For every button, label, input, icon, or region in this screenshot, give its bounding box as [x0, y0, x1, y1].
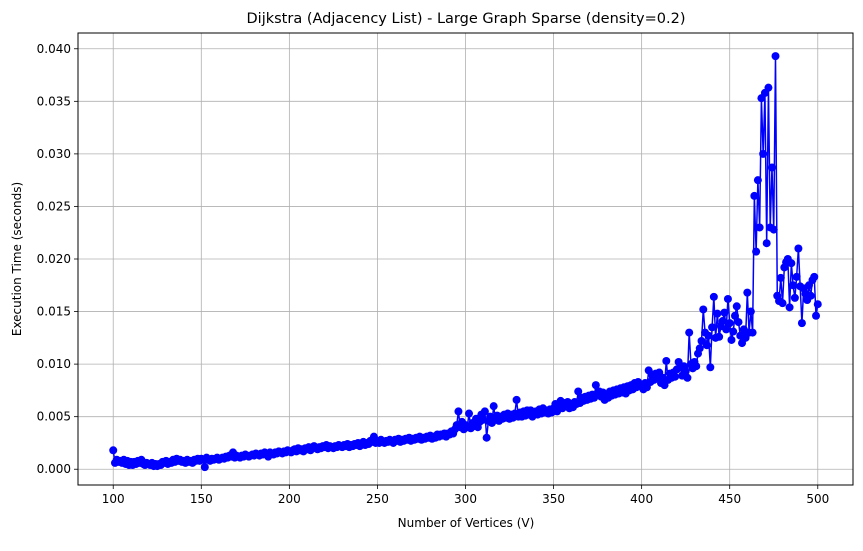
data-point	[591, 381, 600, 390]
y-tick-label: 0.025	[37, 199, 71, 213]
data-point	[769, 225, 778, 234]
data-point	[806, 291, 815, 300]
data-point	[746, 307, 755, 316]
data-point	[702, 341, 711, 350]
y-tick-label: 0.020	[37, 252, 71, 266]
y-tick-label: 0.035	[37, 94, 71, 108]
series-layer	[109, 52, 822, 472]
data-point	[662, 356, 671, 365]
data-point	[718, 317, 727, 326]
data-point	[767, 163, 776, 172]
y-tick-label: 0.040	[37, 42, 71, 56]
data-point	[699, 305, 708, 314]
data-point	[706, 363, 715, 372]
y-tick-label: 0.000	[37, 462, 71, 476]
data-point	[734, 318, 743, 327]
x-axis: 100 150 200 250 300 350 400 450 500	[102, 485, 829, 506]
data-point	[723, 294, 732, 303]
data-point	[771, 52, 780, 61]
data-point	[512, 395, 521, 404]
data-point	[748, 328, 757, 337]
y-tick-label: 0.030	[37, 147, 71, 161]
data-point	[755, 223, 764, 232]
data-point	[713, 309, 722, 318]
data-point	[797, 319, 806, 328]
data-point	[109, 446, 118, 455]
x-tick-label: 200	[278, 492, 301, 506]
data-point	[790, 293, 799, 302]
data-point	[762, 239, 771, 248]
data-point	[764, 83, 773, 92]
y-axis-label: Execution Time (seconds)	[10, 182, 24, 336]
data-point	[482, 433, 491, 442]
data-point	[750, 191, 759, 200]
x-tick-label: 450	[718, 492, 741, 506]
grid-layer	[78, 33, 853, 485]
data-point	[720, 308, 729, 317]
data-point	[709, 292, 718, 301]
data-point	[489, 402, 498, 411]
x-tick-label: 300	[454, 492, 477, 506]
y-axis: 0.000 0.005 0.010 0.015 0.020 0.025 0.030 0.035…	[37, 42, 78, 476]
data-point	[787, 259, 796, 268]
data-point	[812, 311, 821, 320]
x-tick-label: 350	[542, 492, 565, 506]
y-tick-label: 0.010	[37, 357, 71, 371]
data-point	[685, 328, 694, 337]
data-point	[729, 327, 738, 336]
data-point	[683, 373, 692, 382]
data-point	[574, 387, 583, 396]
data-point	[730, 311, 739, 320]
data-point	[671, 372, 680, 381]
data-point	[752, 247, 761, 256]
data-point	[794, 244, 803, 253]
x-axis-label: Number of Vertices (V)	[398, 516, 535, 530]
data-point	[704, 331, 713, 340]
data-point	[692, 362, 701, 371]
data-point	[743, 288, 752, 297]
data-point	[200, 463, 209, 472]
data-point	[776, 273, 785, 282]
data-point	[792, 272, 801, 281]
data-point	[810, 272, 819, 281]
data-point	[725, 319, 734, 328]
data-point	[753, 176, 762, 185]
data-point	[715, 332, 724, 341]
data-point	[454, 407, 463, 416]
x-tick-label: 400	[630, 492, 653, 506]
x-tick-label: 100	[102, 492, 125, 506]
data-point	[727, 335, 736, 344]
data-point	[480, 407, 489, 416]
data-point	[785, 303, 794, 312]
y-tick-label: 0.015	[37, 305, 71, 319]
data-point	[465, 409, 474, 418]
x-tick-label: 250	[366, 492, 389, 506]
data-point	[681, 367, 690, 376]
chart-title: Dijkstra (Adjacency List) - Large Graph …	[247, 11, 686, 27]
data-point	[732, 302, 741, 311]
data-point	[722, 325, 731, 334]
data-point	[695, 344, 704, 353]
x-tick-label: 150	[190, 492, 213, 506]
data-point	[708, 323, 717, 332]
data-point	[778, 299, 787, 308]
data-point	[789, 281, 798, 290]
y-tick-label: 0.005	[37, 410, 71, 424]
x-tick-label: 500	[806, 492, 829, 506]
data-point	[759, 149, 768, 158]
data-point	[813, 300, 822, 309]
